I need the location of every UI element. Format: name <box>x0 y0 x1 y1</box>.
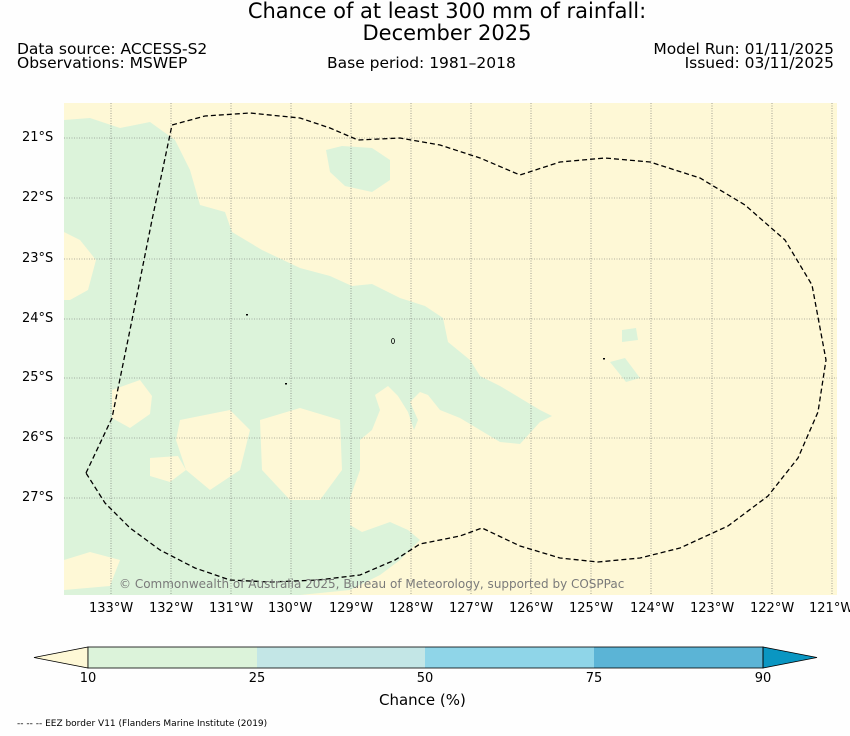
colorbar-tick: 90 <box>754 671 772 686</box>
lat-label: 27°S <box>22 490 54 505</box>
model-run: Model Run: 01/11/2025 <box>653 40 834 58</box>
probability-region-below-10 <box>176 410 250 490</box>
colorbar-band-50-75 <box>425 647 594 668</box>
probability-region-below-10 <box>64 232 96 300</box>
eez-footnote: -- -- -- EEZ border V11 (Flanders Marine… <box>17 719 268 729</box>
island-marker <box>285 383 287 385</box>
observations: Observations: MSWEP <box>17 54 188 72</box>
chart-title-line2: December 2025 <box>362 21 532 45</box>
lon-label: 123°W <box>690 601 735 616</box>
lon-label: 133°W <box>89 601 134 616</box>
lon-label: 124°W <box>630 601 675 616</box>
island-marker <box>391 338 395 344</box>
data-source: Data source: ACCESS-S2 <box>17 40 208 58</box>
colorbar-band-75-90 <box>594 647 763 668</box>
probability-region-below-10 <box>150 456 186 482</box>
lat-label: 26°S <box>22 430 54 445</box>
island-marker <box>246 314 248 316</box>
colorbar-label: Chance (%) <box>379 691 466 709</box>
probability-region-10-25 <box>64 118 552 595</box>
colorbar-band-25-50 <box>257 647 425 668</box>
lat-label: 21°S <box>22 130 54 145</box>
probability-region-10-25 <box>622 328 638 342</box>
lon-label: 126°W <box>509 601 554 616</box>
lon-label: 127°W <box>449 601 494 616</box>
copyright-notice: © Commonwealth of Australia 2025, Bureau… <box>119 577 625 591</box>
colorbar-extend-high <box>762 646 818 669</box>
lon-label: 129°W <box>329 601 374 616</box>
lon-label: 131°W <box>209 601 254 616</box>
lat-label: 23°S <box>22 251 54 266</box>
lon-label: 128°W <box>389 601 434 616</box>
colorbar-tick: 50 <box>416 671 434 686</box>
lon-label: 130°W <box>268 601 313 616</box>
issued-date: Issued: 03/11/2025 <box>684 54 834 72</box>
colorbar-outline <box>87 646 764 669</box>
lat-label: 25°S <box>22 370 54 385</box>
lon-label: 121°W <box>809 601 850 616</box>
colorbar-tick: 25 <box>248 671 266 686</box>
colorbar-tick: 75 <box>585 671 603 686</box>
lon-label: 122°W <box>750 601 795 616</box>
colorbar-tick: 10 <box>79 671 97 686</box>
probability-region-below-10 <box>112 380 152 428</box>
probability-region-10-25 <box>610 358 640 382</box>
probability-region-below-10 <box>64 552 120 590</box>
base-period: Base period: 1981–2018 <box>327 54 516 72</box>
lat-label: 22°S <box>22 190 54 205</box>
lon-label: 125°W <box>569 601 614 616</box>
lat-label: 24°S <box>22 311 54 326</box>
colorbar-extend-low <box>33 646 89 669</box>
colorbar-band-10-25 <box>88 647 257 668</box>
island-marker <box>603 358 605 360</box>
map-gridlines <box>64 103 837 595</box>
chart-title-line1: Chance of at least 300 mm of rainfall: <box>247 0 647 23</box>
probability-region-below-10 <box>260 408 342 500</box>
probability-region-10-25 <box>326 146 390 192</box>
lon-label: 132°W <box>149 601 194 616</box>
